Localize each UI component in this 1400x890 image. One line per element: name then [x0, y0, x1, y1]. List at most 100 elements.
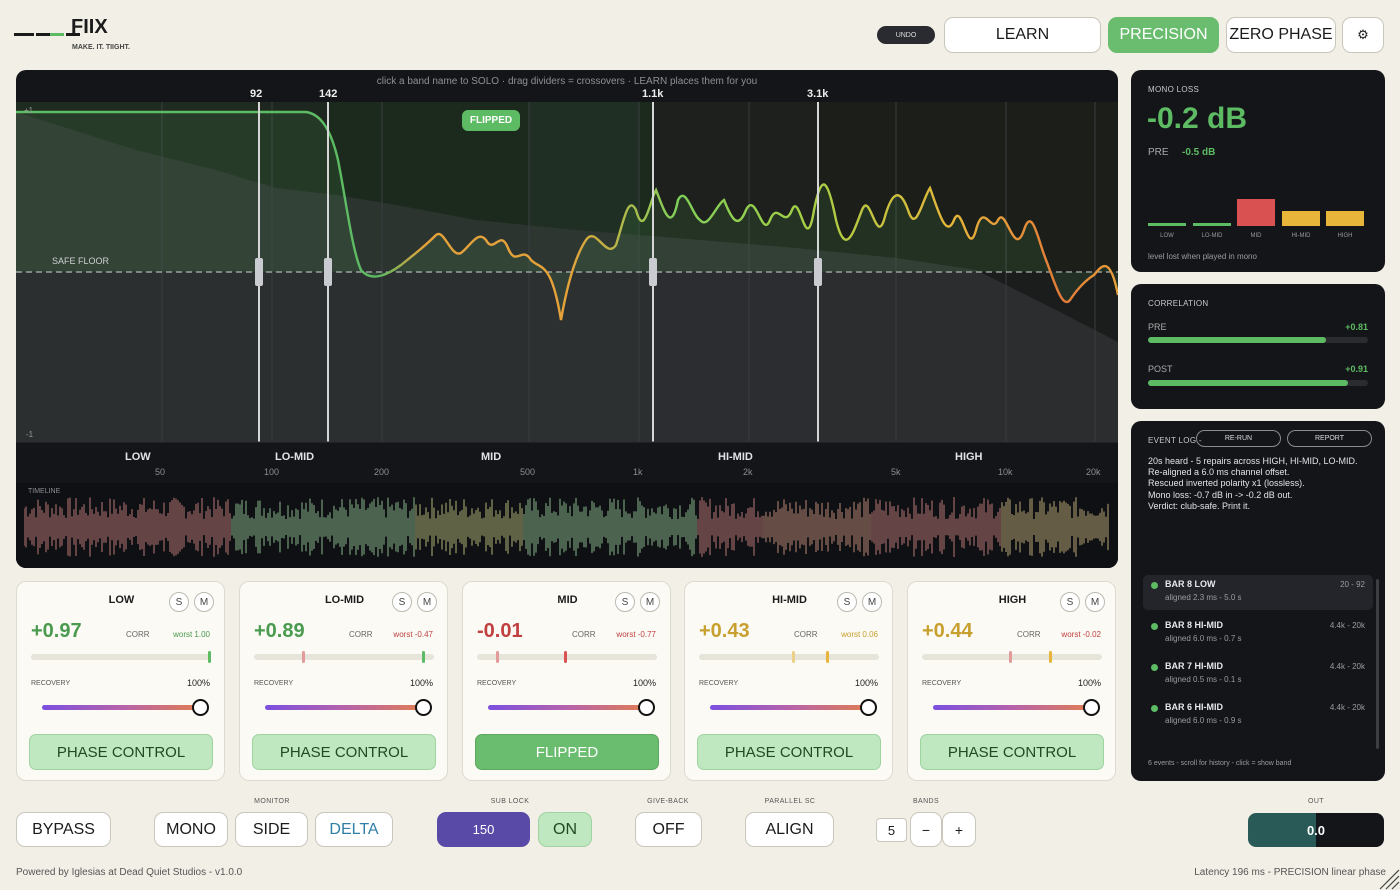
- learn-button[interactable]: LEARN: [944, 17, 1101, 53]
- giveback-label: GIVE-BACK: [647, 798, 689, 805]
- mute-button[interactable]: M: [862, 592, 882, 612]
- giveback-button[interactable]: OFF: [635, 812, 702, 847]
- sublock-label: SUB LOCK: [490, 798, 530, 805]
- event-item[interactable]: BAR 6 HI-MID 4.4k - 20k aligned 6.0 ms -…: [1143, 698, 1373, 733]
- corr-label: CORR: [349, 630, 373, 639]
- band-name-lo-mid[interactable]: LO-MID: [275, 451, 315, 463]
- event-item[interactable]: BAR 8 HI-MID 4.4k - 20k aligned 6.0 ms -…: [1143, 616, 1373, 651]
- recovery-slider[interactable]: [265, 705, 430, 710]
- log-line: Re-aligned a 6.0 ms channel offset.: [1148, 467, 1290, 478]
- corr-tick: [208, 651, 212, 663]
- corr-pre-track: [1148, 337, 1368, 343]
- recovery-slider[interactable]: [933, 705, 1098, 710]
- band-card-name[interactable]: LOW: [108, 594, 135, 606]
- corr-label: CORR: [794, 630, 818, 639]
- recovery-slider[interactable]: [42, 705, 207, 710]
- band-card-low: LOW S M +0.97 CORR worst 1.00 RECOVERY 1…: [16, 581, 225, 781]
- recovery-value: 100%: [632, 678, 656, 688]
- event-log-scrollbar[interactable]: [1376, 579, 1379, 749]
- sublock-value[interactable]: 150: [437, 812, 530, 847]
- rerun-button[interactable]: RE-RUN: [1196, 430, 1281, 447]
- crossover-label[interactable]: 3.1k: [807, 88, 829, 100]
- mute-button[interactable]: M: [194, 592, 214, 612]
- resize-grip-icon[interactable]: [1376, 866, 1400, 890]
- mono-bar-label: HIGH: [1337, 233, 1353, 239]
- freq-label: 500: [520, 467, 536, 477]
- solo-button[interactable]: S: [837, 592, 857, 612]
- app-name: FIIX: [71, 16, 108, 38]
- bands-increment-button[interactable]: +: [942, 812, 976, 847]
- out-value: 0.0: [1306, 822, 1326, 838]
- band-name-high[interactable]: HIGH: [955, 451, 983, 463]
- zero-phase-button[interactable]: ZERO PHASE: [1226, 17, 1336, 53]
- bypass-button[interactable]: BYPASS: [16, 812, 111, 847]
- spectrum-viewer[interactable]: click a band name to SOLO · drag divider…: [16, 70, 1118, 568]
- undo-button[interactable]: UNDO: [877, 26, 935, 44]
- phase-control-button[interactable]: FLIPPED: [475, 734, 659, 770]
- freq-label: 10k: [998, 467, 1013, 477]
- mono-bar: [1193, 223, 1231, 226]
- recovery-slider-knob[interactable]: [192, 699, 209, 716]
- mute-button[interactable]: M: [417, 592, 437, 612]
- phase-control-button[interactable]: PHASE CONTROL: [697, 734, 881, 770]
- crossover-label[interactable]: 142: [319, 88, 338, 100]
- mono-button[interactable]: MONO: [154, 812, 228, 847]
- viewer-hint: click a band name to SOLO · drag divider…: [376, 76, 758, 87]
- band-card-name[interactable]: LO-MID: [324, 594, 365, 606]
- band-card-name[interactable]: MID: [557, 594, 578, 606]
- solo-button[interactable]: S: [615, 592, 635, 612]
- recovery-label: RECOVERY: [31, 680, 71, 687]
- band-name-mid[interactable]: MID: [481, 451, 502, 463]
- mute-button[interactable]: M: [1085, 592, 1105, 612]
- recovery-slider-knob[interactable]: [860, 699, 877, 716]
- recovery-slider-knob[interactable]: [415, 699, 432, 716]
- y-axis-top: +1: [24, 106, 34, 115]
- delta-button[interactable]: DELTA: [315, 812, 393, 847]
- event-item[interactable]: BAR 8 LOW 20 - 92 aligned 2.3 ms - 5.0 s: [1143, 575, 1373, 610]
- event-title: BAR 6 HI-MID: [1165, 702, 1223, 712]
- corr-tick: [825, 651, 829, 663]
- out-meter[interactable]: 0.0: [1248, 813, 1384, 847]
- band-card-hi-mid: HI-MID S M +0.43 CORR worst 0.06 RECOVER…: [684, 581, 893, 781]
- event-range: 4.4k - 20k: [1329, 703, 1365, 712]
- recovery-value: 100%: [1077, 678, 1101, 688]
- corr-meter: [477, 651, 657, 663]
- timeline-waveform[interactable]: [24, 492, 1110, 562]
- phase-control-button[interactable]: PHASE CONTROL: [29, 734, 213, 770]
- freq-label: 20k: [1086, 467, 1101, 477]
- parallel-align-button[interactable]: ALIGN: [745, 812, 834, 847]
- worst-value: worst 1.00: [173, 630, 210, 639]
- solo-button[interactable]: S: [1060, 592, 1080, 612]
- event-sub: aligned 6.0 ms - 0.7 s: [1165, 634, 1242, 643]
- log-line: Rescued inverted polarity x1 (lossless).: [1148, 478, 1305, 489]
- phase-control-button[interactable]: PHASE CONTROL: [920, 734, 1104, 770]
- corr-post-fill: [1148, 380, 1349, 386]
- band-name-low[interactable]: LOW: [125, 451, 151, 463]
- recovery-slider-knob[interactable]: [1083, 699, 1100, 716]
- phase-graph[interactable]: [16, 70, 1118, 568]
- log-line: Verdict: club-safe. Print it.: [1148, 500, 1251, 511]
- safe-floor-label: SAFE FLOOR: [52, 256, 110, 266]
- solo-button[interactable]: S: [392, 592, 412, 612]
- mute-button[interactable]: M: [640, 592, 660, 612]
- event-item[interactable]: BAR 7 HI-MID 4.4k - 20k aligned 0.5 ms -…: [1143, 657, 1373, 692]
- side-button[interactable]: SIDE: [235, 812, 308, 847]
- solo-button[interactable]: S: [169, 592, 189, 612]
- bands-decrement-button[interactable]: −: [910, 812, 942, 847]
- settings-button[interactable]: ⚙: [1342, 17, 1384, 53]
- band-card-name[interactable]: HIGH: [998, 594, 1027, 606]
- bands-count-field[interactable]: 5: [876, 818, 907, 842]
- recovery-slider-knob[interactable]: [638, 699, 655, 716]
- band-name-hi-mid[interactable]: HI-MID: [718, 451, 753, 463]
- crossover-label[interactable]: 1.1k: [642, 88, 664, 100]
- report-button[interactable]: REPORT: [1287, 430, 1372, 447]
- corr-meter: [922, 651, 1102, 663]
- recovery-slider[interactable]: [488, 705, 653, 710]
- crossover-label[interactable]: 92: [250, 88, 263, 100]
- phase-control-button[interactable]: PHASE CONTROL: [252, 734, 436, 770]
- band-card-name[interactable]: HI-MID: [772, 594, 807, 606]
- precision-button[interactable]: PRECISION: [1108, 17, 1219, 53]
- flipped-badge: FLIPPED: [462, 110, 520, 131]
- recovery-slider[interactable]: [710, 705, 875, 710]
- sublock-on-button[interactable]: ON: [538, 812, 592, 847]
